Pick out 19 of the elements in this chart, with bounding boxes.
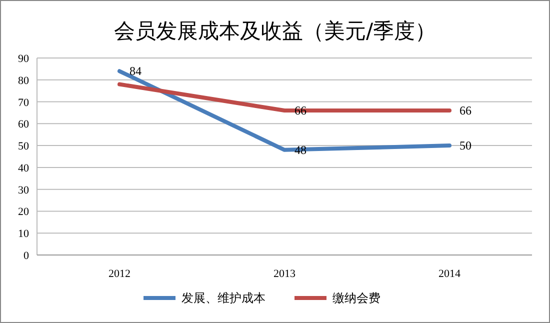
x-tick-label: 2012 bbox=[108, 268, 130, 280]
y-tick-label: 80 bbox=[18, 74, 30, 87]
data-label: 66 bbox=[460, 104, 472, 118]
x-tick-label: 2014 bbox=[438, 268, 461, 280]
data-label: 84 bbox=[130, 64, 142, 78]
y-tick-label: 70 bbox=[18, 96, 30, 109]
y-tick-label: 50 bbox=[18, 140, 30, 153]
chart-title: 会员发展成本及收益（美元/季度） bbox=[114, 19, 436, 43]
data-label: 50 bbox=[460, 138, 472, 153]
y-tick-label: 0 bbox=[24, 250, 30, 262]
y-tick-label: 20 bbox=[18, 206, 30, 218]
legend-label: 发展、维护成本 bbox=[182, 291, 266, 305]
legend-label: 缴纳会费 bbox=[332, 291, 380, 305]
y-tick-label: 40 bbox=[18, 162, 30, 174]
y-tick-label: 10 bbox=[18, 228, 30, 240]
y-tick-label: 60 bbox=[18, 118, 30, 131]
y-tick-label: 30 bbox=[18, 184, 30, 196]
x-tick-label: 2013 bbox=[274, 268, 296, 280]
y-tick-label: 90 bbox=[18, 53, 30, 65]
